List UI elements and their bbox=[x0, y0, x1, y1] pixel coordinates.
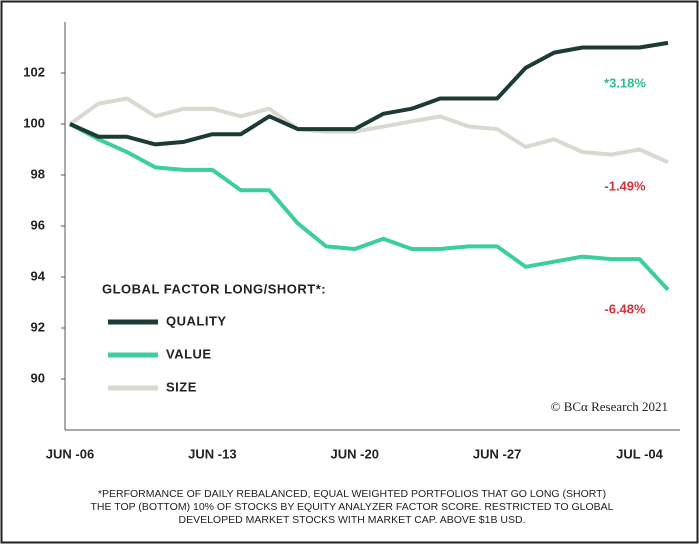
y-tick-label: 92 bbox=[31, 319, 45, 334]
legend-label: VALUE bbox=[166, 346, 212, 361]
y-tick-label: 94 bbox=[31, 268, 46, 283]
footnote: DEVELOPED MARKET STOCKS WITH MARKET CAP.… bbox=[179, 514, 526, 526]
footnote: THE TOP (BOTTOM) 10% OF STOCKS BY EQUITY… bbox=[91, 501, 614, 513]
series-line bbox=[68, 96, 669, 165]
x-tick-label: JUN -27 bbox=[473, 446, 521, 461]
series-line bbox=[69, 122, 670, 292]
x-tick-label: JUN -13 bbox=[188, 446, 236, 461]
x-tick-label: JUL -04 bbox=[616, 446, 663, 461]
legend-label: QUALITY bbox=[166, 313, 227, 328]
source: © BCα Research 2021 bbox=[551, 399, 668, 414]
y-tick-label: 98 bbox=[31, 166, 45, 181]
x-tick-label: JUN -06 bbox=[46, 446, 94, 461]
annotation: -1.49% bbox=[604, 178, 646, 193]
footnote: *PERFORMANCE OF DAILY REBALANCED, EQUAL … bbox=[98, 488, 606, 500]
series-line bbox=[69, 40, 669, 147]
annotation: -6.48% bbox=[604, 301, 646, 316]
y-tick-label: 100 bbox=[23, 115, 45, 130]
annotation: *3.18% bbox=[604, 75, 646, 90]
y-tick-label: 90 bbox=[31, 370, 45, 385]
y-tick-label: 96 bbox=[31, 217, 45, 232]
legend-label: SIZE bbox=[166, 379, 197, 394]
x-tick-label: JUN -20 bbox=[331, 446, 379, 461]
y-tick-label: 102 bbox=[23, 64, 45, 79]
legend-title: GLOBAL FACTOR LONG/SHORT*: bbox=[102, 281, 326, 296]
